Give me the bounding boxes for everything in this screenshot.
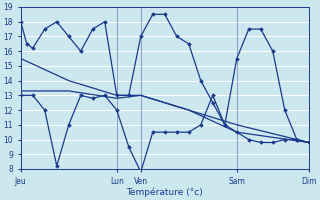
- X-axis label: Température (°c): Température (°c): [126, 187, 203, 197]
